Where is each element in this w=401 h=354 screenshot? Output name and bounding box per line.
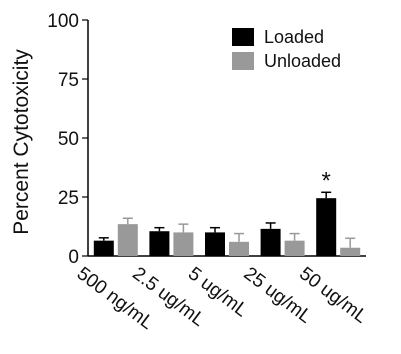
annotations: * <box>322 167 331 194</box>
y-axis-title: Percent Cytotoxicity <box>10 49 33 235</box>
y-tick-label: 25 <box>58 188 79 209</box>
y-tick-label: 100 <box>47 11 79 32</box>
legend-label-loaded: Loaded <box>264 27 324 47</box>
bars <box>93 191 361 256</box>
bar-loaded-1 <box>149 231 170 256</box>
bar-unloaded-1 <box>173 232 194 256</box>
legend: Loaded Unloaded <box>232 27 341 71</box>
significance-asterisk: * <box>322 167 331 194</box>
bar-loaded-0 <box>93 240 114 256</box>
y-tick-label: 0 <box>68 247 79 268</box>
bar-unloaded-0 <box>117 224 138 256</box>
legend-swatch-loaded <box>232 28 254 46</box>
bar-unloaded-3 <box>284 240 305 256</box>
y-axis-label: Percent Cytotoxicity <box>10 49 33 235</box>
bar-loaded-4 <box>316 198 337 256</box>
y-ticks: 0 25 50 75 100 <box>47 11 88 268</box>
y-tick-label: 75 <box>58 70 79 91</box>
bar-unloaded-2 <box>229 241 249 256</box>
legend-swatch-unloaded <box>232 52 254 70</box>
legend-label-unloaded: Unloaded <box>264 51 341 71</box>
bar-loaded-3 <box>260 228 281 256</box>
y-tick-label: 50 <box>58 129 79 150</box>
bar-loaded-2 <box>205 232 225 256</box>
bar-unloaded-4 <box>340 247 361 256</box>
